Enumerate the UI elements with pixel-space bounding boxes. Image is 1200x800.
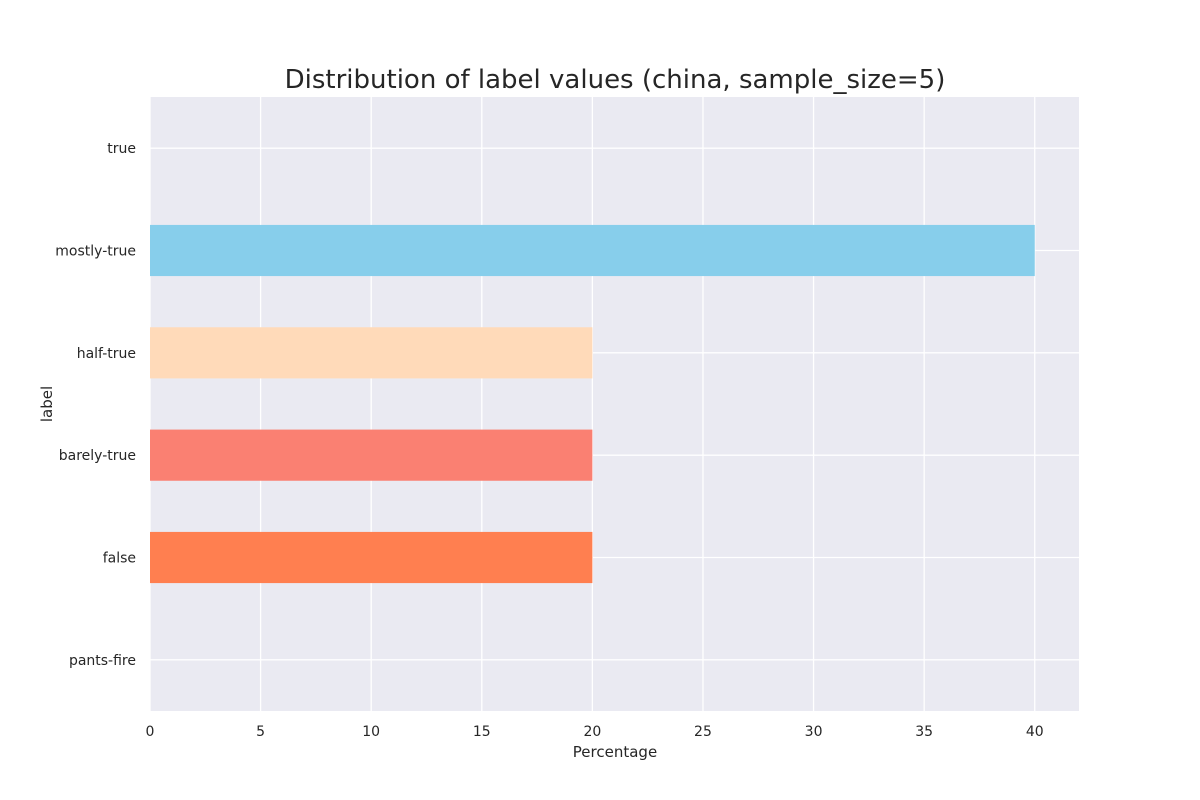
bar-barely-true (150, 429, 593, 481)
y-tick-label: false (103, 551, 136, 567)
y-axis-label: label (38, 386, 56, 422)
x-tick-label: 20 (583, 724, 601, 740)
x-tick-label: 0 (146, 724, 155, 740)
plot-area (150, 97, 1079, 711)
bar-mostly-true (150, 224, 1035, 277)
x-tick-label: 10 (362, 724, 380, 740)
bar-false (150, 531, 593, 584)
y-tick-label: barely-true (59, 448, 136, 464)
x-tick-label: 40 (1026, 724, 1044, 740)
x-tick-label: 15 (473, 724, 491, 740)
x-tick-label: 30 (805, 724, 823, 740)
x-tick-label: 5 (256, 724, 265, 740)
x-tick-label: 25 (694, 724, 712, 740)
chart-title: Distribution of label values (china, sam… (285, 65, 946, 95)
y-tick-label: half-true (77, 346, 136, 362)
bars (150, 224, 1035, 584)
x-axis-ticks: 0 5 10 15 20 25 30 35 40 (146, 724, 1044, 740)
y-tick-label: mostly-true (55, 244, 136, 260)
y-axis-ticks: true mostly-true half-true barely-true false… (55, 141, 136, 669)
x-tick-label: 35 (915, 724, 933, 740)
y-tick-label: pants-fire (69, 653, 136, 669)
y-tick-label: true (107, 141, 136, 157)
bar-half-true (150, 327, 593, 379)
x-axis-label: Percentage (573, 743, 657, 761)
